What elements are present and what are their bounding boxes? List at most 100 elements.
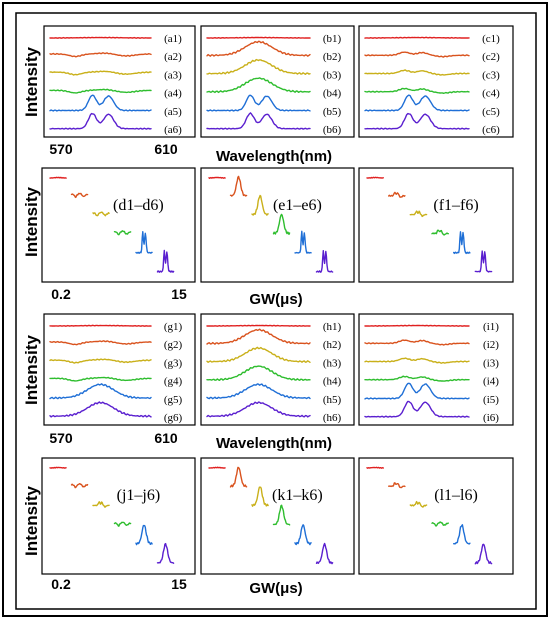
row-3-ylabel: Intensity [22, 335, 41, 405]
panel-a-traces: (a1) (a2) (a3) (a4) (a5) (a6) [49, 33, 182, 136]
trace-f4 [431, 229, 449, 236]
trace-e6 [315, 250, 334, 273]
trace-k4 [272, 504, 291, 526]
trace-d3 [92, 211, 110, 217]
row-2-ylabel: Intensity [22, 187, 41, 257]
trace-label-b2: (b2) [323, 51, 342, 63]
panel-label-k: (k1–k6) [272, 487, 323, 504]
panel-label-f: (f1–f6) [433, 197, 478, 214]
trace-label-a4: (a4) [164, 88, 182, 100]
trace-label-a5: (a5) [164, 106, 182, 118]
trace-f6 [474, 250, 493, 273]
trace-a1 [49, 36, 152, 39]
trace-a4 [49, 88, 152, 94]
panel-g [43, 313, 196, 426]
trace-label-i6: (i6) [483, 412, 499, 424]
row-3-xtick-left: 570 [49, 430, 73, 446]
trace-label-c1: (c1) [482, 33, 500, 45]
trace-l6 [474, 543, 493, 565]
trace-d6 [156, 249, 175, 273]
trace-label-i1: (i1) [483, 321, 499, 333]
panel-c [358, 25, 514, 138]
trace-c4 [364, 87, 470, 94]
trace-label-b4: (b4) [323, 88, 342, 100]
trace-label-g5: (g5) [164, 394, 183, 406]
trace-b5 [206, 94, 311, 112]
trace-b1 [206, 36, 311, 39]
panel-a [43, 25, 196, 138]
trace-l3 [409, 500, 428, 508]
trace-g3 [49, 358, 152, 364]
trace-c1 [364, 36, 470, 39]
trace-h4 [206, 365, 311, 381]
row-1-xlabel: Wavelength(nm) [216, 148, 332, 165]
trace-h5 [206, 383, 311, 400]
trace-e4 [272, 213, 291, 235]
trace-h2 [206, 328, 311, 345]
panel-e-traces: (e1–e6) [208, 175, 334, 273]
trace-d5 [135, 231, 153, 254]
panel-l [358, 457, 514, 575]
trace-l5 [453, 524, 471, 545]
trace-k5 [294, 524, 312, 546]
row-1-spectra: Intensity 570 610 Wavelength(nm) (a1) (a2… [22, 25, 514, 165]
trace-l2 [388, 482, 406, 489]
trace-label-a1: (a1) [164, 33, 182, 45]
trace-f5 [453, 231, 471, 255]
trace-label-g6: (g6) [164, 412, 183, 424]
panel-d-traces: (d1–d6) [49, 176, 175, 273]
trace-i3 [364, 357, 470, 364]
trace-label-b6: (b6) [323, 124, 342, 136]
trace-j2 [70, 483, 89, 489]
trace-g4 [49, 376, 152, 382]
trace-c6 [364, 112, 470, 130]
panel-j-traces: (j1–j6) [49, 466, 175, 564]
trace-k3 [251, 486, 269, 507]
trace-k6 [315, 542, 334, 565]
trace-label-b5: (b5) [323, 106, 342, 118]
trace-f2 [388, 191, 406, 198]
trace-h1 [206, 324, 311, 327]
trace-a2 [49, 52, 152, 58]
panel-f-traces: (f1–f6) [366, 176, 493, 273]
panel-h-traces: (h1) (h2) (h3) (h4) (h5) (h6) [206, 321, 342, 424]
trace-k2 [229, 466, 248, 488]
trace-label-g4: (g4) [164, 376, 183, 388]
row-4-xlabel: GW(μs) [249, 580, 302, 597]
trace-i5 [364, 382, 470, 400]
trace-label-c6: (c6) [482, 124, 500, 136]
row-2-xtick-right: 15 [171, 286, 187, 302]
trace-label-h2: (h2) [323, 339, 342, 351]
row-4-gate-width: Intensity 0.2 15 GW(μs) (j1–j6) (k1–k6) … [22, 457, 514, 597]
row-1-xtick-right: 610 [154, 141, 178, 157]
trace-e2 [229, 175, 248, 197]
panel-g-traces: (g1) (g2) (g3) (g4) (g5) (g6) [49, 321, 183, 424]
trace-f1 [366, 176, 384, 179]
panel-f [358, 167, 514, 283]
panel-b [200, 25, 355, 138]
trace-d2 [70, 192, 89, 199]
trace-h3 [206, 346, 311, 363]
trace-i1 [364, 324, 470, 327]
panel-d [41, 167, 196, 283]
trace-g1 [49, 324, 152, 327]
trace-j6 [156, 542, 175, 564]
trace-label-h1: (h1) [323, 321, 342, 333]
trace-b2 [206, 40, 311, 57]
trace-label-i3: (i3) [483, 357, 499, 369]
row-3-xlabel: Wavelength(nm) [216, 435, 332, 452]
trace-label-h6: (h6) [323, 412, 342, 424]
row-4-xtick-left: 0.2 [51, 576, 71, 592]
panel-label-l: (l1–l6) [434, 487, 478, 504]
trace-label-g3: (g3) [164, 357, 183, 369]
trace-label-h5: (h5) [323, 394, 342, 406]
trace-a6 [49, 112, 152, 130]
trace-e5 [294, 230, 312, 254]
trace-l4 [431, 521, 449, 527]
panel-i-traces: (i1) (i2) (i3) (i4) (i5) (i6) [364, 321, 499, 424]
trace-e1 [208, 176, 226, 179]
panel-b-traces: (b1) (b2) (b3) (b4) (b5) (b6) [206, 33, 342, 136]
trace-k1 [208, 466, 226, 469]
